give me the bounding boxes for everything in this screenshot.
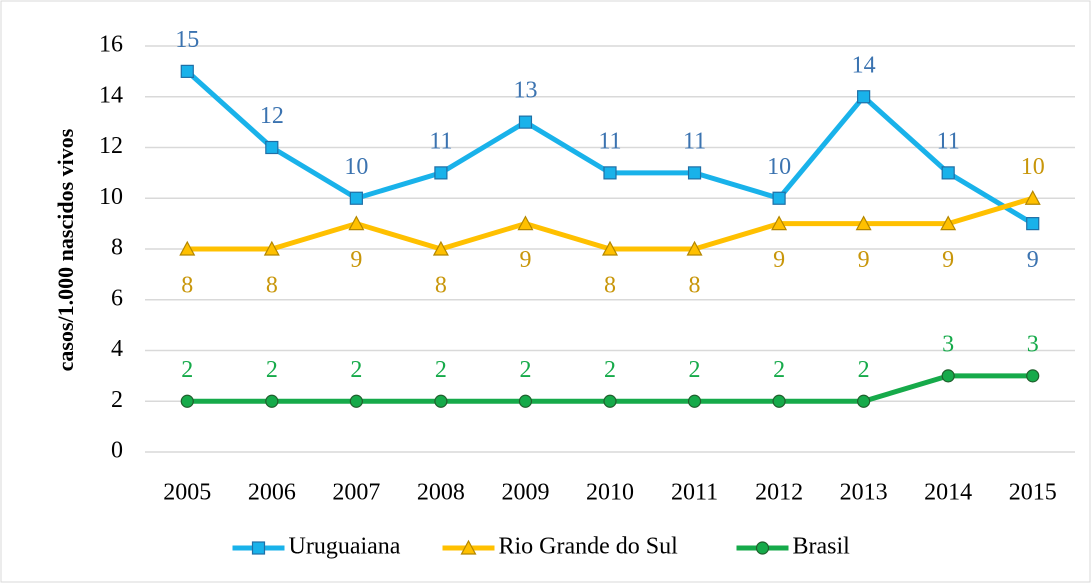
point [1026, 369, 1040, 383]
point [686, 240, 703, 256]
data-label: 9 [350, 247, 362, 273]
data-label: 15 [175, 27, 199, 53]
data-label: 11 [937, 128, 960, 154]
point [263, 240, 280, 256]
data-label: 2 [519, 357, 531, 383]
point [772, 191, 786, 205]
data-label: 2 [773, 357, 785, 383]
point [265, 394, 279, 408]
data-label: 14 [852, 52, 876, 78]
data-label: 2 [858, 357, 870, 383]
x-tick-label: 2007 [332, 480, 380, 506]
point [518, 394, 533, 408]
x-tick-label: 2005 [163, 480, 211, 506]
data-label: 9 [519, 247, 531, 273]
point [432, 240, 449, 256]
x-tick-label: 2014 [924, 480, 972, 506]
y-tick-label: 10 [99, 184, 123, 210]
y-tick-label: 12 [99, 133, 123, 159]
data-label: 2 [350, 357, 362, 383]
x-tick-label: 2010 [586, 480, 634, 506]
point [518, 115, 533, 129]
point [434, 394, 448, 408]
data-label: 12 [260, 103, 284, 129]
data-label: 8 [604, 273, 616, 299]
point [434, 166, 448, 180]
point [603, 166, 617, 180]
y-axis-label: casos/1.000 nascidos vivos [53, 128, 78, 371]
point [941, 166, 955, 180]
series: 15 12 10 11 13 11 11 10 14 11 9 [175, 27, 1040, 273]
y-tick-label: 2 [111, 387, 123, 413]
series: 8 8 9 8 9 8 8 9 9 9 10 [179, 154, 1045, 299]
point [941, 369, 955, 383]
x-tick-label: 2012 [755, 480, 803, 506]
y-tick-label: 6 [111, 285, 123, 311]
data-label: 2 [604, 357, 616, 383]
data-label: 10 [767, 154, 791, 180]
point [687, 166, 702, 180]
data-label: 11 [429, 128, 452, 154]
data-label: 11 [683, 128, 706, 154]
y-tick-label: 4 [111, 336, 123, 362]
x-tick-label: 2011 [671, 480, 718, 506]
data-label: 8 [435, 273, 447, 299]
data-label: 13 [513, 78, 537, 104]
legend: Uruguaiana Rio Grande do Sul Brasil [232, 534, 851, 560]
x-tick-label: 2015 [1009, 480, 1057, 506]
legend-marker [460, 539, 477, 555]
point [348, 215, 365, 231]
point [687, 394, 702, 408]
y-tick-label: 16 [99, 32, 123, 58]
point [940, 215, 957, 231]
data-label: 9 [1027, 247, 1039, 273]
data-label: 9 [942, 247, 954, 273]
x-tick-label: 2006 [248, 480, 296, 506]
data-label: 10 [1021, 154, 1045, 180]
point [771, 215, 788, 231]
point [772, 394, 786, 408]
legend-label: Rio Grande do Sul [499, 534, 679, 560]
y-tick-label: 8 [111, 235, 123, 261]
data-label: 3 [942, 331, 954, 357]
data-label: 9 [773, 247, 785, 273]
data-label: 8 [266, 273, 278, 299]
data-label: 2 [181, 357, 193, 383]
point [349, 394, 363, 408]
point [857, 394, 871, 408]
point [349, 191, 363, 205]
series: 2 2 2 2 2 2 2 2 2 3 3 [180, 331, 1040, 408]
point [179, 240, 196, 256]
data-label: 3 [1027, 331, 1039, 357]
point [180, 64, 194, 78]
point [265, 140, 279, 155]
data-label: 10 [344, 154, 368, 180]
data-label: 8 [181, 273, 193, 299]
y-tick-label: 0 [111, 438, 123, 464]
legend-marker [755, 541, 770, 555]
data-label: 11 [598, 128, 621, 154]
point [601, 240, 619, 256]
point [180, 394, 194, 408]
y-tick-label: 14 [99, 82, 123, 108]
data-label: 2 [689, 357, 701, 383]
legend-label: Uruguaiana [289, 534, 401, 560]
point [1026, 217, 1040, 231]
x-tick-label: 2009 [501, 480, 549, 506]
x-tick-label: 2008 [417, 480, 465, 506]
data-label: 8 [689, 273, 701, 299]
data-label: 2 [266, 357, 278, 383]
data-label: 9 [858, 247, 870, 273]
point [855, 215, 872, 231]
legend-label: Brasil [793, 534, 851, 560]
point [603, 394, 617, 408]
point [1024, 189, 1041, 205]
data-label: 2 [435, 357, 447, 383]
point [857, 90, 871, 104]
point [517, 215, 534, 231]
legend-marker [251, 541, 266, 555]
x-tick-label: 2013 [840, 480, 888, 506]
